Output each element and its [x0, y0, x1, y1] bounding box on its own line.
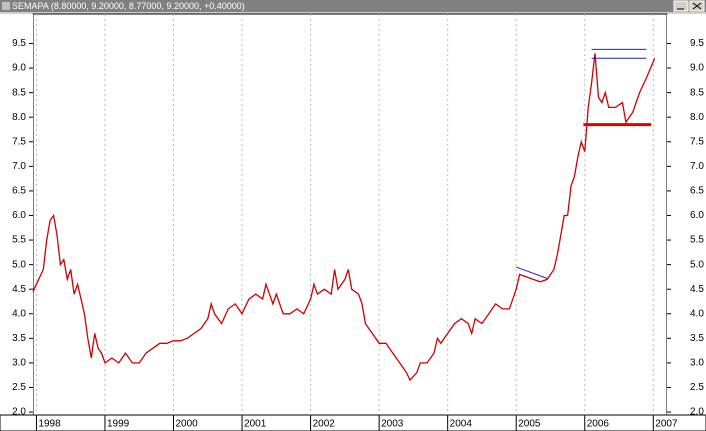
x-tick-label: 2006 [587, 419, 610, 430]
minimize-button[interactable] [673, 0, 689, 12]
y-tick-label: 9.5 [12, 38, 26, 49]
y-tick-label-right: 6.0 [690, 210, 704, 221]
y-tick-label: 3.0 [12, 358, 26, 369]
y-tick-label: 3.5 [12, 333, 26, 344]
title-bar [0, 0, 706, 12]
y-tick-label: 5.0 [12, 259, 26, 270]
y-tick-label: 8.0 [12, 112, 26, 123]
x-tick-label: 2005 [518, 419, 541, 430]
y-tick-label: 9.0 [12, 63, 26, 74]
close-icon [692, 2, 702, 10]
y-tick-label: 4.0 [12, 308, 26, 319]
y-tick-label-right: 9.5 [690, 38, 704, 49]
y-tick-label-right: 5.5 [690, 235, 704, 246]
y-tick-label-right: 2.0 [690, 407, 704, 418]
y-tick-label-right: 2.5 [690, 382, 704, 393]
y-tick-label-right: 8.0 [690, 112, 704, 123]
x-tick-label: 2000 [176, 419, 199, 430]
y-tick-label-right: 5.0 [690, 259, 704, 270]
x-tick-label: 2001 [244, 419, 267, 430]
right-axis [667, 14, 706, 415]
x-tick-label: 2007 [655, 419, 678, 430]
y-tick-label: 6.5 [12, 186, 26, 197]
x-tick-label: 2003 [381, 419, 404, 430]
x-tick-label: 2002 [313, 419, 336, 430]
left-axis [0, 14, 33, 415]
y-tick-label-right: 4.5 [690, 284, 704, 295]
price-line [32, 53, 656, 382]
y-tick-label-right: 9.0 [690, 63, 704, 74]
y-tick-label: 2.0 [12, 407, 26, 418]
y-tick-label: 5.5 [12, 235, 26, 246]
y-tick-label: 4.5 [12, 284, 26, 295]
y-tick-label: 2.5 [12, 382, 26, 393]
y-tick-label-right: 7.0 [690, 161, 704, 172]
y-tick-label: 7.0 [12, 161, 26, 172]
y-tick-label-right: 3.0 [690, 358, 704, 369]
y-tick-label: 7.5 [12, 136, 26, 147]
y-tick-label-right: 3.5 [690, 333, 704, 344]
y-tick-label: 8.5 [12, 87, 26, 98]
annotation-line [516, 266, 548, 279]
y-tick-label-right: 6.5 [690, 186, 704, 197]
y-tick-label-right: 4.0 [690, 308, 704, 319]
y-tick-label-right: 7.5 [690, 136, 704, 147]
plot-area [32, 13, 668, 416]
y-tick-label: 6.0 [12, 210, 26, 221]
x-tick-label: 1999 [107, 419, 130, 430]
window-title: SEMAPA (8.80000, 9.20000, 8.77000, 9.200… [12, 1, 245, 11]
date-axis [0, 414, 706, 431]
x-tick-label: 1998 [38, 419, 61, 430]
window-icon [2, 2, 10, 10]
y-tick-label-right: 8.5 [690, 87, 704, 98]
x-tick-label: 2004 [450, 419, 473, 430]
